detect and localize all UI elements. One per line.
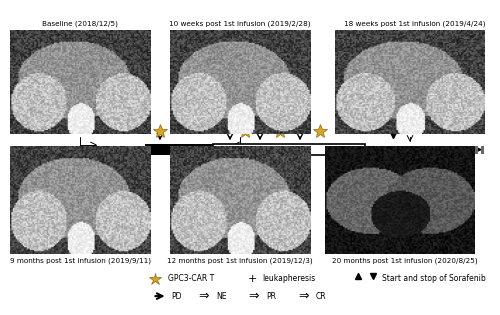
Bar [420, 146, 423, 154]
Text: 20 months post 1st infusion (2020/8/25): 20 months post 1st infusion (2020/8/25) [332, 257, 478, 264]
Text: 10 weeks post 1st infusion (2019/2/28): 10 weeks post 1st infusion (2019/2/28) [169, 20, 311, 27]
Text: Start and stop of Sorafenib: Start and stop of Sorafenib [382, 274, 486, 283]
Text: PR: PR [266, 292, 276, 301]
Bar [409, 146, 412, 154]
Bar [470, 146, 472, 154]
Bar [436, 146, 440, 154]
Bar [442, 146, 445, 154]
Text: PD: PD [171, 292, 181, 301]
Bar [480, 146, 484, 154]
Text: ⇒: ⇒ [249, 289, 259, 303]
Text: Baseline (2018/12/5): Baseline (2018/12/5) [42, 20, 118, 27]
Text: GPC3-CAR T: GPC3-CAR T [168, 274, 214, 283]
Text: ⇒: ⇒ [199, 289, 209, 303]
Text: 9 months post 1st infusion (2019/9/11): 9 months post 1st infusion (2019/9/11) [10, 257, 150, 264]
Bar [212, 144, 365, 155]
Text: +: + [248, 274, 257, 284]
Bar [464, 146, 467, 154]
Bar [453, 146, 456, 154]
Bar [404, 146, 406, 154]
Bar [448, 146, 450, 154]
Bar [475, 146, 478, 154]
Bar [398, 146, 401, 154]
Bar [145, 144, 212, 155]
Text: leukapheresis: leukapheresis [262, 274, 316, 283]
Bar [431, 146, 434, 154]
Text: 18 weeks post 1st infusion (2019/4/24): 18 weeks post 1st infusion (2019/4/24) [344, 20, 486, 27]
Text: 12 months post 1st infusion (2019/12/3): 12 months post 1st infusion (2019/12/3) [167, 257, 313, 264]
Bar [426, 146, 428, 154]
Bar [458, 146, 462, 154]
Text: CR: CR [316, 292, 326, 301]
Bar [414, 146, 418, 154]
Bar [392, 146, 396, 154]
Text: ⇒: ⇒ [299, 289, 309, 303]
Text: NE: NE [216, 292, 226, 301]
